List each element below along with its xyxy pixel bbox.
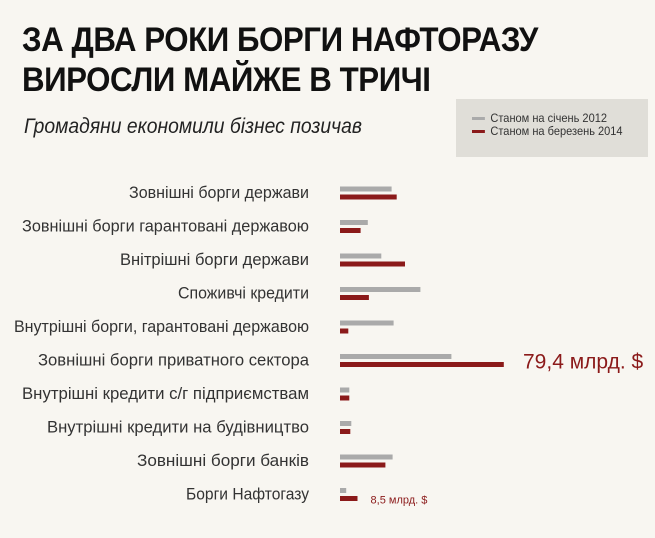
chart-subtitle: Громадяни економили бізнес позичав xyxy=(24,115,362,138)
legend-swatch-red xyxy=(472,130,485,134)
category-label: Внутрішні борги, гарантовані державою xyxy=(14,317,309,336)
category-label: Внутрішні кредити на будівництво xyxy=(47,418,309,437)
category-label: Внутрішні кредити с/г підприємствам xyxy=(22,384,309,403)
bar-jan-2012 xyxy=(340,253,382,259)
category-label: Внітрішні борги держави xyxy=(120,250,309,269)
category-label: Борги Нафтогазу xyxy=(186,485,309,504)
bar-mar-2014 xyxy=(340,395,350,401)
bar-mar-2014 xyxy=(340,261,405,267)
category-label: Зовнішні борги приватного сектора xyxy=(38,351,310,370)
legend: Станом на січень 2012 Станом на березень… xyxy=(456,99,648,157)
bar-jan-2012 xyxy=(340,186,392,192)
title-line-1: ЗА ДВА РОКИ БОРГИ НАФТОРАЗУ xyxy=(22,21,538,59)
bar-jan-2012 xyxy=(340,354,452,359)
category-label: Зовнішні борги держави xyxy=(129,183,309,202)
data-label-private-sector: 79,4 млрд. $ xyxy=(523,351,644,374)
legend-swatch-gray xyxy=(472,117,485,121)
bar-mar-2014 xyxy=(340,429,351,434)
chart-title: ЗА ДВА РОКИ БОРГИ НАФТОРАЗУ ВИРОСЛИ МАЙЖ… xyxy=(22,20,538,100)
bar-mar-2014 xyxy=(340,462,386,468)
bar-mar-2014 xyxy=(340,228,361,233)
bar-mar-2014 xyxy=(340,295,369,300)
bar-mar-2014 xyxy=(340,362,504,367)
legend-item-mar-2014: Станом на березень 2014 xyxy=(472,124,623,138)
title-line-2: ВИРОСЛИ МАЙЖЕ В ТРИЧІ xyxy=(22,61,431,99)
legend-label-mar-2014: Станом на березень 2014 xyxy=(490,124,623,138)
legend-item-jan-2012: Станом на січень 2012 xyxy=(472,111,607,125)
bar-jan-2012 xyxy=(340,287,421,292)
bar-jan-2012 xyxy=(340,320,394,326)
bar-jan-2012 xyxy=(340,454,393,460)
bar-jan-2012 xyxy=(340,421,352,426)
bar-jan-2012 xyxy=(340,220,368,225)
category-label: Споживчі кредити xyxy=(178,284,309,303)
bar-mar-2014 xyxy=(340,328,349,334)
legend-label-jan-2012: Станом на січень 2012 xyxy=(490,111,607,125)
bar-mar-2014 xyxy=(340,496,358,501)
category-label: Зовнішні борги банків xyxy=(137,451,309,470)
data-label-naftogaz: 8,5 млрд. $ xyxy=(371,495,428,507)
bar-mar-2014 xyxy=(340,194,397,200)
category-label: Зовнішні борги гарантовані державою xyxy=(22,217,309,236)
bar-jan-2012 xyxy=(340,387,350,393)
bar-jan-2012 xyxy=(340,488,347,493)
